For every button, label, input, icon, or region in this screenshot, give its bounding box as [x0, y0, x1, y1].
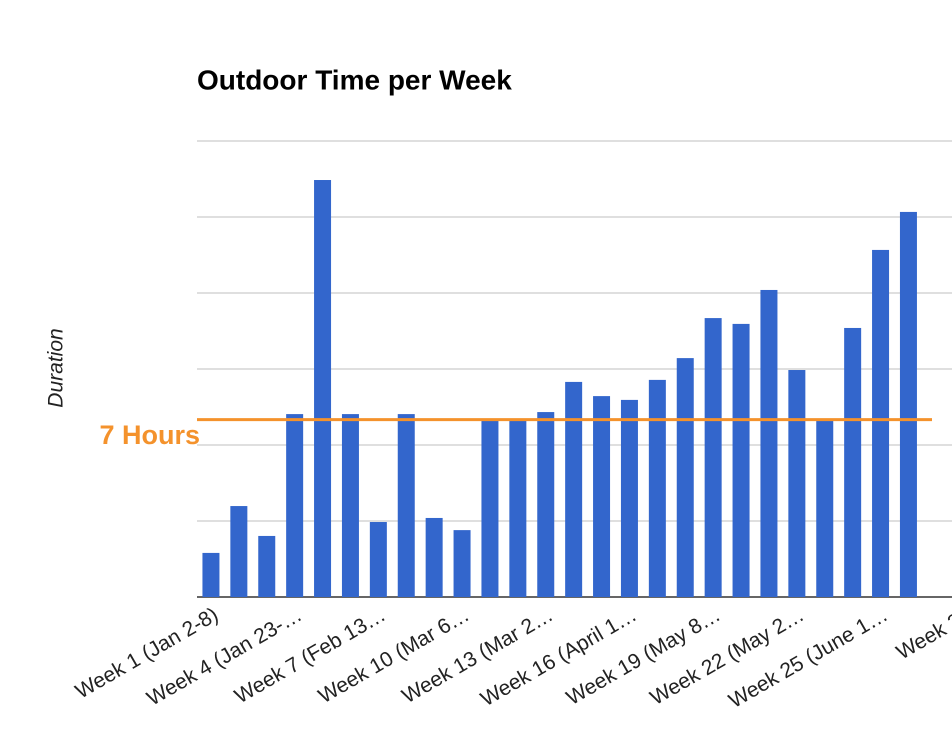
bar [676, 358, 694, 597]
x-tick-label: Week 16 (April 1… [477, 603, 641, 711]
bar [509, 420, 527, 597]
bar [314, 180, 332, 597]
x-tick-label: Week 19 (May 8… [563, 603, 725, 710]
x-tick-label: Week 7 (Feb 13… [231, 603, 390, 708]
bar [425, 517, 443, 597]
reference-label: 7 Hours [99, 420, 200, 450]
bar [565, 381, 583, 597]
x-tick-label: Week 4 (Jan 23-… [143, 603, 306, 710]
bar [648, 379, 666, 597]
bar [899, 211, 917, 597]
x-tick-label: Week 28 [893, 603, 952, 664]
bar [593, 396, 611, 597]
bar [397, 414, 415, 597]
bar [230, 506, 248, 597]
bar [732, 323, 750, 597]
bar [704, 318, 722, 597]
bar [844, 327, 862, 597]
bar [481, 420, 499, 597]
chart-title: Outdoor Time per Week [197, 64, 512, 95]
bar [286, 414, 304, 597]
bar [620, 399, 638, 597]
bar [816, 420, 834, 597]
bar [872, 249, 890, 597]
y-axis-label: Duration [45, 328, 68, 407]
bar [537, 412, 555, 597]
x-tick-label: Week 10 (Mar 6… [315, 603, 474, 708]
x-tick-label: Week 25 (June 1… [725, 603, 892, 713]
bar [341, 414, 359, 597]
bar [369, 522, 387, 597]
bar [453, 530, 471, 597]
bar [258, 535, 276, 597]
bar [202, 552, 220, 597]
bar [788, 370, 806, 597]
bar [760, 289, 778, 597]
